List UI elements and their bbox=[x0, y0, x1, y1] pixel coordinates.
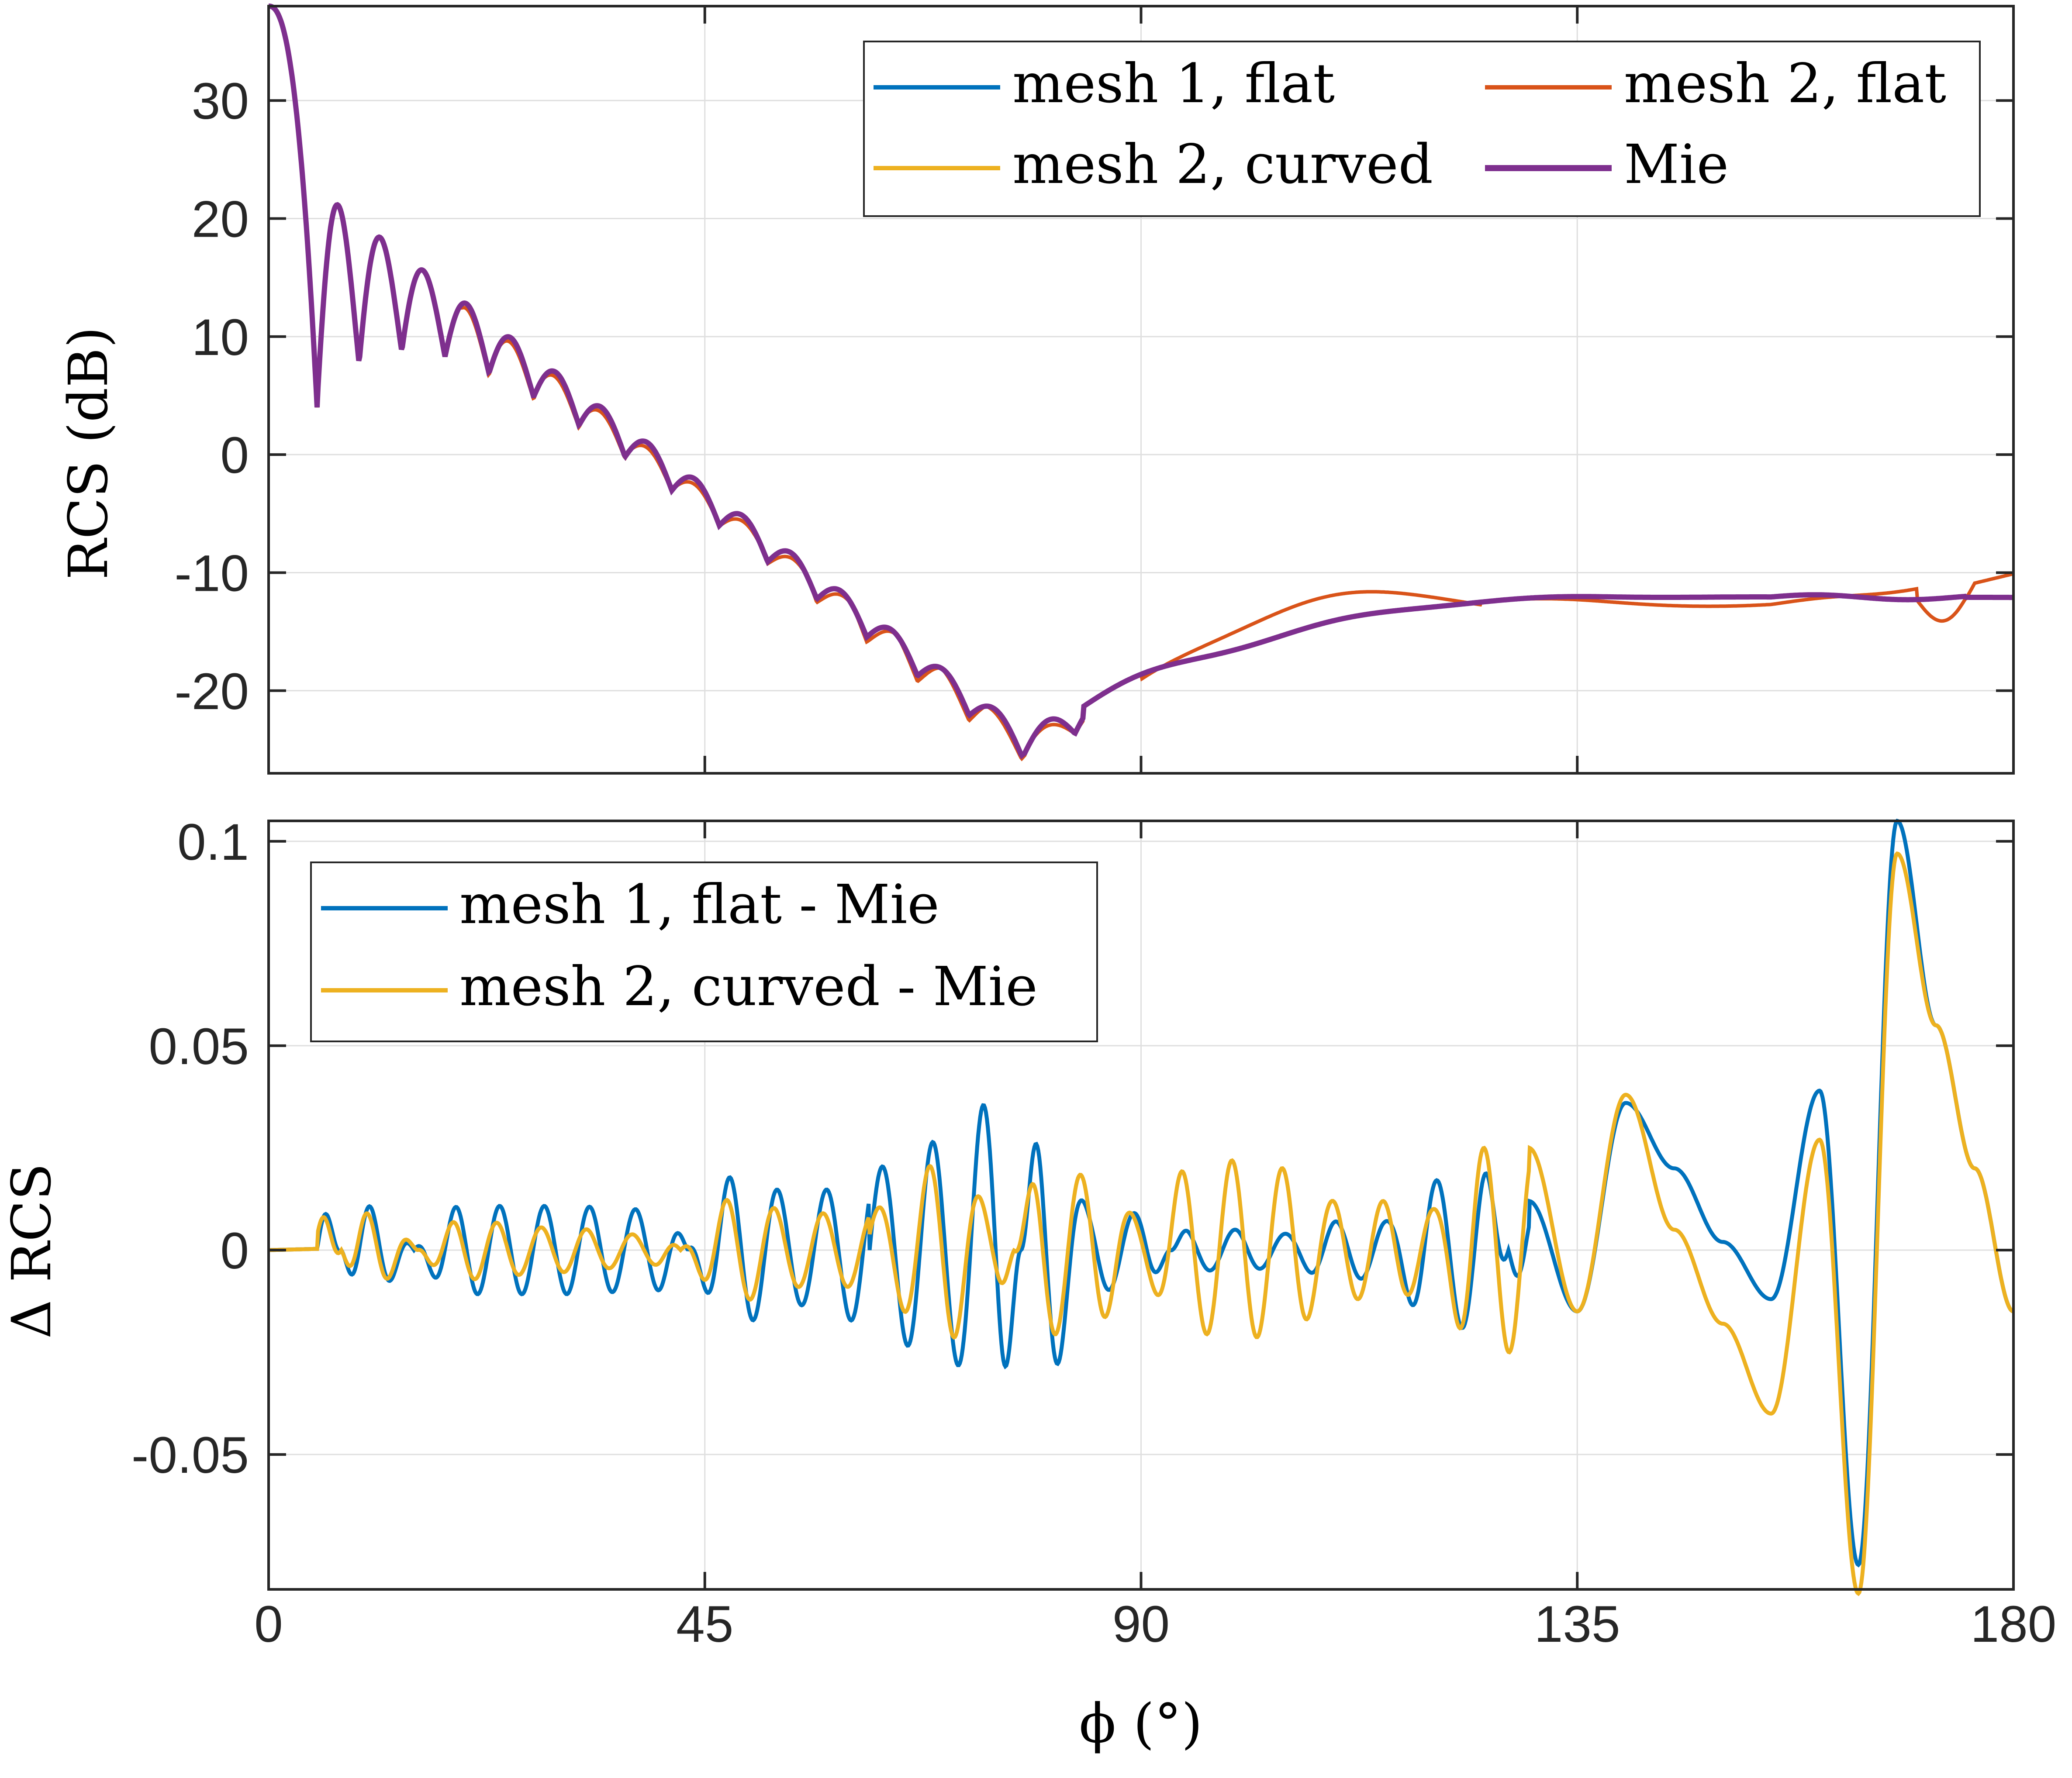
bottom-panel: 0.1 0.05 0 -0.05 0 45 90 135 180 Δ RCS ϕ (°) me… bbox=[0, 813, 2056, 1755]
y-tick-label: -10 bbox=[174, 544, 249, 602]
series-line-mesh1-flat-mie bbox=[268, 818, 2014, 1568]
legend-label-mesh1-flat-mie: mesh 1, flat - Mie bbox=[459, 873, 939, 936]
top-legend: mesh 1, flat mesh 2, flat mesh 2, curved… bbox=[863, 41, 1981, 217]
series-line-mesh2-curved-mie bbox=[268, 851, 2014, 1596]
top-panel: 30 20 10 0 -10 -20 RCS (dB) mesh 1, flat mesh… bbox=[57, 3, 2015, 775]
bottom-y-axis-label: Δ RCS bbox=[0, 1163, 63, 1339]
top-y-tick-labels: 30 20 10 0 -10 -20 bbox=[174, 72, 249, 720]
x-axis-label: ϕ (°) bbox=[1079, 1692, 1203, 1755]
legend-label-mesh2-curved-mie: mesh 2, curved - Mie bbox=[459, 955, 1038, 1018]
y-tick-label: 20 bbox=[192, 191, 249, 248]
bottom-y-tick-labels: 0.1 0.05 0 -0.05 bbox=[131, 813, 249, 1484]
y-tick-label: 0.05 bbox=[148, 1018, 249, 1075]
legend-label-mesh2-flat: mesh 2, flat bbox=[1624, 52, 1946, 115]
bottom-legend-box bbox=[310, 861, 1098, 1042]
x-tick-label: 135 bbox=[1534, 1595, 1620, 1653]
y-tick-label: -0.05 bbox=[131, 1427, 249, 1484]
bottom-series-lines bbox=[268, 818, 2014, 1596]
top-series-lines bbox=[268, 3, 2014, 762]
bottom-tick-marks bbox=[267, 821, 2015, 1589]
x-tick-label: 0 bbox=[254, 1595, 283, 1653]
y-tick-label: 30 bbox=[192, 72, 249, 130]
x-tick-label: 90 bbox=[1112, 1595, 1170, 1653]
x-tick-label: 45 bbox=[676, 1595, 733, 1653]
top-y-axis-label: RCS (dB) bbox=[57, 327, 120, 580]
y-tick-label: 0.1 bbox=[177, 813, 249, 871]
y-tick-label: 0 bbox=[220, 427, 249, 484]
y-tick-label: 0 bbox=[220, 1222, 249, 1280]
y-tick-label: 10 bbox=[192, 309, 249, 366]
x-tick-labels: 0 45 90 135 180 bbox=[254, 1595, 2056, 1653]
x-tick-label: 180 bbox=[1971, 1595, 2057, 1653]
y-tick-label: -20 bbox=[174, 663, 249, 720]
top-legend-box bbox=[863, 41, 1981, 217]
series-line-mie bbox=[268, 3, 2013, 760]
legend-label-mesh2-curved: mesh 2, curved bbox=[1012, 133, 1433, 196]
legend-label-mie: Mie bbox=[1624, 133, 1729, 196]
legend-label-mesh1-flat: mesh 1, flat bbox=[1012, 52, 1335, 115]
top-tick-marks bbox=[267, 6, 2015, 773]
bottom-legend: mesh 1, flat - Mie mesh 2, curved - Mie bbox=[310, 861, 1098, 1042]
